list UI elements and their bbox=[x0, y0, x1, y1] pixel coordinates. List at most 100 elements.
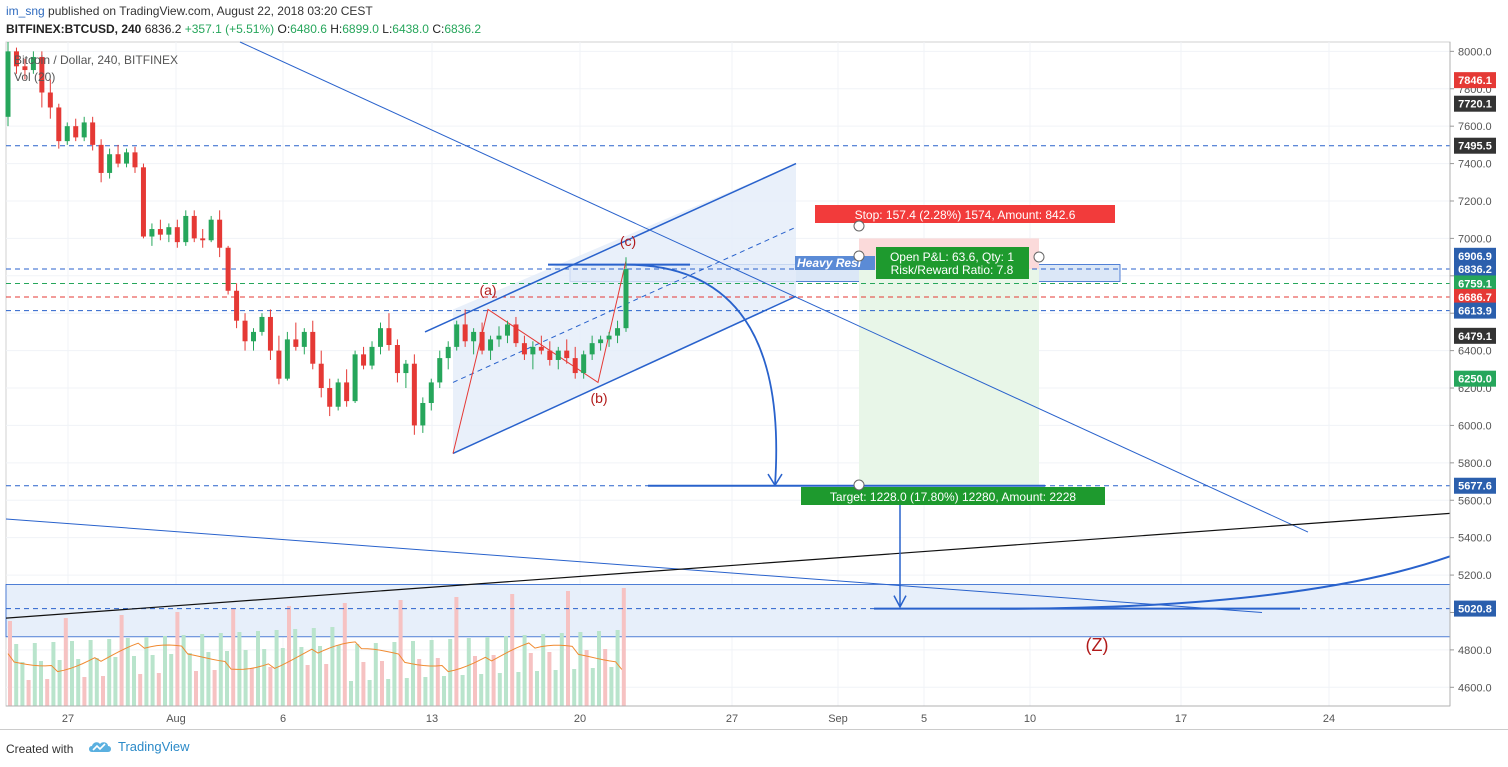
descending-trendline bbox=[239, 41, 1309, 533]
reward-area bbox=[859, 269, 1039, 486]
stop-label-bg bbox=[815, 205, 1115, 223]
candle-body bbox=[513, 324, 519, 344]
volume-bars bbox=[7, 588, 626, 706]
target-label: Target: 1228.0 (17.80%) 12280, Amount: 2… bbox=[830, 490, 1077, 504]
candle-body bbox=[124, 152, 130, 164]
volume-bar bbox=[367, 680, 372, 706]
price-marker-bg bbox=[1454, 247, 1496, 264]
time-tick-label: Sep bbox=[828, 713, 848, 725]
price-marker-label: 7495.5 bbox=[1458, 141, 1492, 153]
projection-curve bbox=[999, 555, 1451, 610]
lower-trendline bbox=[5, 518, 1263, 613]
price-tick-label: 5800.0 bbox=[1458, 458, 1492, 470]
volume-bar bbox=[442, 676, 446, 706]
volume-bar bbox=[231, 609, 236, 706]
candle-body bbox=[157, 229, 163, 235]
candle-body bbox=[140, 167, 146, 237]
price-tick-label: 7000.0 bbox=[1458, 233, 1492, 245]
drag-handle bbox=[853, 479, 865, 491]
candle-body bbox=[115, 154, 121, 164]
price-tick-label: 5600.0 bbox=[1458, 495, 1492, 507]
high-label: H: bbox=[330, 22, 343, 36]
drag-handle bbox=[853, 220, 865, 232]
volume-bar bbox=[479, 674, 484, 706]
volume-bar bbox=[280, 648, 285, 706]
volume-bar bbox=[218, 633, 223, 706]
volume-bar bbox=[504, 636, 508, 706]
volume-bar bbox=[45, 679, 50, 706]
tradingview-brand[interactable]: TradingView bbox=[88, 739, 190, 754]
candle-body bbox=[90, 122, 96, 145]
created-with-text: Created with bbox=[6, 742, 74, 756]
candle-body bbox=[301, 331, 307, 347]
candle-body bbox=[462, 324, 468, 342]
candle-body bbox=[149, 229, 155, 237]
volume-bar bbox=[466, 638, 471, 706]
chart-legend-title: Bitcoin / Dollar, 240, BITFINEX bbox=[14, 53, 179, 67]
volume-bar bbox=[572, 669, 577, 706]
time-tick-label: 24 bbox=[1323, 713, 1335, 725]
candle-body bbox=[132, 152, 138, 168]
volume-bar bbox=[497, 673, 502, 706]
price-marker-label: 6250.0 bbox=[1458, 374, 1492, 386]
volume-bar bbox=[473, 656, 477, 706]
volume-bar bbox=[20, 662, 25, 706]
volume-bar bbox=[603, 649, 608, 706]
volume-bar bbox=[299, 647, 304, 706]
candle-body bbox=[47, 92, 53, 108]
volume-bar bbox=[293, 629, 298, 706]
open-label: O: bbox=[277, 22, 291, 36]
support-zone bbox=[5, 584, 1451, 638]
candle-body bbox=[208, 219, 214, 241]
volume-bar bbox=[411, 641, 415, 706]
price-axis[interactable]: 4600.04800.05000.05200.05400.05600.05800… bbox=[1449, 42, 1496, 706]
tradingview-cloud-icon bbox=[89, 741, 111, 752]
volume-bar bbox=[82, 677, 87, 706]
volume-bar bbox=[380, 661, 384, 706]
candle-body bbox=[403, 363, 409, 374]
volume-bar bbox=[485, 637, 490, 706]
candle-body bbox=[293, 339, 299, 347]
low-value: 6438.0 bbox=[392, 22, 429, 36]
close-label: C: bbox=[432, 22, 445, 36]
zone-label: Heavy Resi bbox=[797, 256, 862, 270]
volume-bar bbox=[584, 650, 589, 706]
price-tick-label: 5400.0 bbox=[1458, 533, 1492, 545]
author-name[interactable]: im_sng bbox=[6, 4, 45, 18]
last-price: 6836.2 bbox=[144, 22, 182, 36]
volume-bar bbox=[76, 659, 81, 706]
price-chart[interactable]: Stop: 157.4 (2.28%) 1574, Amount: 842.6 T… bbox=[0, 0, 1508, 729]
wave-lines bbox=[452, 260, 627, 454]
trend-drawings bbox=[5, 41, 1451, 619]
drag-handle bbox=[853, 250, 865, 262]
candle-body bbox=[276, 350, 282, 379]
price-marker-label: 6906.9 bbox=[1458, 251, 1492, 263]
price-marker-bg bbox=[1454, 95, 1496, 112]
price-marker-label: 7846.1 bbox=[1458, 75, 1492, 87]
volume-bar bbox=[342, 603, 347, 706]
candle-body bbox=[564, 350, 570, 359]
time-tick-label: 17 bbox=[1175, 713, 1187, 725]
wave-label: (b) bbox=[590, 390, 607, 406]
candle-body bbox=[615, 328, 621, 336]
price-tick-label: 6000.0 bbox=[1458, 420, 1492, 432]
publish-info: im_sng published on TradingView.com, Aug… bbox=[6, 4, 373, 18]
volume-bar bbox=[454, 597, 459, 706]
volume-bar bbox=[57, 660, 62, 706]
arc-arrowhead bbox=[767, 473, 783, 487]
volume-bar bbox=[175, 612, 180, 706]
candle-body bbox=[259, 316, 265, 332]
candle-body bbox=[488, 339, 494, 351]
volume-bar bbox=[361, 662, 366, 706]
price-tick-label: 8000.0 bbox=[1458, 46, 1492, 58]
publish-text: published on TradingView.com, August 22,… bbox=[48, 4, 373, 18]
candle-body bbox=[22, 66, 28, 71]
volume-bar bbox=[615, 630, 620, 706]
pnl-label-line1: Open P&L: 63.6, Qty: 1 bbox=[890, 250, 1014, 264]
candle-body bbox=[394, 345, 400, 374]
candle-body bbox=[454, 324, 460, 347]
volume-bar bbox=[169, 654, 174, 706]
volume-bar bbox=[460, 675, 465, 706]
price-marker-label: 5020.8 bbox=[1458, 604, 1492, 616]
time-axis[interactable]: 27 Aug 6 13 20 27 Sep 5 10 17 24 bbox=[6, 705, 1450, 725]
